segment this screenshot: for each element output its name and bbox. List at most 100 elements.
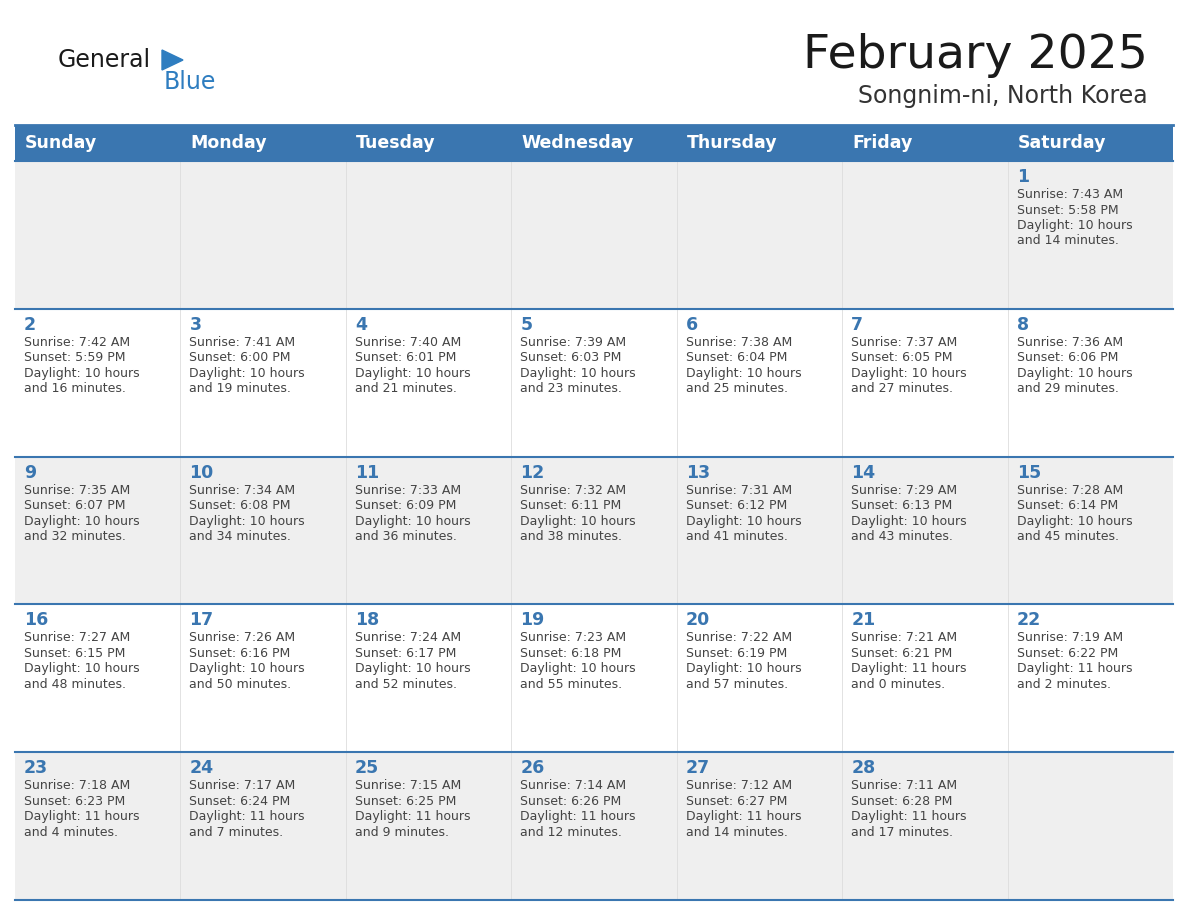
Text: Sunrise: 7:28 AM: Sunrise: 7:28 AM bbox=[1017, 484, 1123, 497]
Text: Sunrise: 7:22 AM: Sunrise: 7:22 AM bbox=[685, 632, 792, 644]
Text: Daylight: 11 hours: Daylight: 11 hours bbox=[1017, 663, 1132, 676]
Text: 8: 8 bbox=[1017, 316, 1029, 334]
Text: Sunset: 6:26 PM: Sunset: 6:26 PM bbox=[520, 795, 621, 808]
Text: Sunset: 6:22 PM: Sunset: 6:22 PM bbox=[1017, 647, 1118, 660]
Text: 20: 20 bbox=[685, 611, 710, 630]
Text: Sunset: 6:03 PM: Sunset: 6:03 PM bbox=[520, 352, 621, 364]
Text: Saturday: Saturday bbox=[1018, 134, 1106, 152]
Text: 13: 13 bbox=[685, 464, 710, 482]
Text: 18: 18 bbox=[355, 611, 379, 630]
Text: Sunrise: 7:24 AM: Sunrise: 7:24 AM bbox=[355, 632, 461, 644]
Text: 17: 17 bbox=[189, 611, 214, 630]
Text: Daylight: 11 hours: Daylight: 11 hours bbox=[189, 811, 305, 823]
Text: and 48 minutes.: and 48 minutes. bbox=[24, 677, 126, 691]
Text: Daylight: 10 hours: Daylight: 10 hours bbox=[1017, 219, 1132, 232]
Text: and 50 minutes.: and 50 minutes. bbox=[189, 677, 291, 691]
Text: Daylight: 10 hours: Daylight: 10 hours bbox=[189, 515, 305, 528]
Text: 5: 5 bbox=[520, 316, 532, 334]
Text: Daylight: 10 hours: Daylight: 10 hours bbox=[1017, 367, 1132, 380]
Text: 24: 24 bbox=[189, 759, 214, 778]
Text: Sunrise: 7:17 AM: Sunrise: 7:17 AM bbox=[189, 779, 296, 792]
Text: Sunrise: 7:38 AM: Sunrise: 7:38 AM bbox=[685, 336, 792, 349]
Text: Daylight: 10 hours: Daylight: 10 hours bbox=[851, 367, 967, 380]
Text: Daylight: 10 hours: Daylight: 10 hours bbox=[355, 515, 470, 528]
Text: 2: 2 bbox=[24, 316, 36, 334]
Text: Sunrise: 7:19 AM: Sunrise: 7:19 AM bbox=[1017, 632, 1123, 644]
Text: Sunrise: 7:42 AM: Sunrise: 7:42 AM bbox=[24, 336, 131, 349]
Bar bbox=[15, 604, 1173, 752]
Text: 7: 7 bbox=[851, 316, 864, 334]
Text: Monday: Monday bbox=[190, 134, 267, 152]
Text: Sunrise: 7:41 AM: Sunrise: 7:41 AM bbox=[189, 336, 296, 349]
Text: Sunrise: 7:36 AM: Sunrise: 7:36 AM bbox=[1017, 336, 1123, 349]
Text: Sunrise: 7:37 AM: Sunrise: 7:37 AM bbox=[851, 336, 958, 349]
Text: and 34 minutes.: and 34 minutes. bbox=[189, 530, 291, 543]
Text: and 27 minutes.: and 27 minutes. bbox=[851, 382, 953, 396]
Text: Daylight: 10 hours: Daylight: 10 hours bbox=[24, 367, 140, 380]
Text: Sunset: 6:15 PM: Sunset: 6:15 PM bbox=[24, 647, 126, 660]
Text: Friday: Friday bbox=[852, 134, 912, 152]
Text: and 36 minutes.: and 36 minutes. bbox=[355, 530, 456, 543]
Text: 28: 28 bbox=[851, 759, 876, 778]
Text: Sunrise: 7:34 AM: Sunrise: 7:34 AM bbox=[189, 484, 296, 497]
Text: General: General bbox=[58, 48, 151, 72]
Text: Sunrise: 7:29 AM: Sunrise: 7:29 AM bbox=[851, 484, 958, 497]
Text: Sunday: Sunday bbox=[25, 134, 97, 152]
Text: and 19 minutes.: and 19 minutes. bbox=[189, 382, 291, 396]
Text: Sunrise: 7:35 AM: Sunrise: 7:35 AM bbox=[24, 484, 131, 497]
Text: Daylight: 11 hours: Daylight: 11 hours bbox=[520, 811, 636, 823]
Text: Sunset: 6:05 PM: Sunset: 6:05 PM bbox=[851, 352, 953, 364]
Text: and 45 minutes.: and 45 minutes. bbox=[1017, 530, 1119, 543]
Text: and 12 minutes.: and 12 minutes. bbox=[520, 825, 623, 839]
Text: Songnim-ni, North Korea: Songnim-ni, North Korea bbox=[859, 84, 1148, 108]
Text: Sunrise: 7:26 AM: Sunrise: 7:26 AM bbox=[189, 632, 296, 644]
Text: Daylight: 10 hours: Daylight: 10 hours bbox=[685, 367, 802, 380]
Bar bbox=[15, 161, 1173, 308]
Text: Sunset: 6:06 PM: Sunset: 6:06 PM bbox=[1017, 352, 1118, 364]
Text: Daylight: 10 hours: Daylight: 10 hours bbox=[355, 367, 470, 380]
Text: 1: 1 bbox=[1017, 168, 1029, 186]
Text: Sunrise: 7:11 AM: Sunrise: 7:11 AM bbox=[851, 779, 958, 792]
Text: Sunset: 5:58 PM: Sunset: 5:58 PM bbox=[1017, 204, 1118, 217]
Text: Sunset: 6:27 PM: Sunset: 6:27 PM bbox=[685, 795, 788, 808]
Text: Sunset: 6:25 PM: Sunset: 6:25 PM bbox=[355, 795, 456, 808]
Text: Daylight: 11 hours: Daylight: 11 hours bbox=[24, 811, 139, 823]
Text: Sunset: 6:16 PM: Sunset: 6:16 PM bbox=[189, 647, 291, 660]
Text: Tuesday: Tuesday bbox=[356, 134, 436, 152]
Text: Daylight: 10 hours: Daylight: 10 hours bbox=[520, 663, 636, 676]
Text: Daylight: 10 hours: Daylight: 10 hours bbox=[520, 515, 636, 528]
Text: 9: 9 bbox=[24, 464, 36, 482]
Text: Sunrise: 7:40 AM: Sunrise: 7:40 AM bbox=[355, 336, 461, 349]
Text: Sunrise: 7:43 AM: Sunrise: 7:43 AM bbox=[1017, 188, 1123, 201]
Text: Sunset: 6:13 PM: Sunset: 6:13 PM bbox=[851, 499, 953, 512]
Text: Sunrise: 7:14 AM: Sunrise: 7:14 AM bbox=[520, 779, 626, 792]
Text: and 57 minutes.: and 57 minutes. bbox=[685, 677, 788, 691]
Text: 25: 25 bbox=[355, 759, 379, 778]
Text: Daylight: 10 hours: Daylight: 10 hours bbox=[189, 367, 305, 380]
Text: Daylight: 10 hours: Daylight: 10 hours bbox=[189, 663, 305, 676]
Text: Sunset: 6:00 PM: Sunset: 6:00 PM bbox=[189, 352, 291, 364]
Text: and 2 minutes.: and 2 minutes. bbox=[1017, 677, 1111, 691]
Text: Sunset: 6:09 PM: Sunset: 6:09 PM bbox=[355, 499, 456, 512]
Text: 6: 6 bbox=[685, 316, 697, 334]
Text: Sunset: 6:21 PM: Sunset: 6:21 PM bbox=[851, 647, 953, 660]
Text: Daylight: 10 hours: Daylight: 10 hours bbox=[24, 515, 140, 528]
Text: Sunset: 5:59 PM: Sunset: 5:59 PM bbox=[24, 352, 126, 364]
Text: 21: 21 bbox=[851, 611, 876, 630]
Text: 27: 27 bbox=[685, 759, 710, 778]
Text: 23: 23 bbox=[24, 759, 49, 778]
Bar bbox=[15, 752, 1173, 900]
Text: Sunset: 6:24 PM: Sunset: 6:24 PM bbox=[189, 795, 291, 808]
Text: and 0 minutes.: and 0 minutes. bbox=[851, 677, 946, 691]
Text: Sunset: 6:07 PM: Sunset: 6:07 PM bbox=[24, 499, 126, 512]
Text: and 7 minutes.: and 7 minutes. bbox=[189, 825, 284, 839]
Text: Daylight: 10 hours: Daylight: 10 hours bbox=[851, 515, 967, 528]
Text: February 2025: February 2025 bbox=[803, 33, 1148, 79]
Text: Daylight: 11 hours: Daylight: 11 hours bbox=[685, 811, 801, 823]
Text: and 38 minutes.: and 38 minutes. bbox=[520, 530, 623, 543]
Text: Sunrise: 7:12 AM: Sunrise: 7:12 AM bbox=[685, 779, 792, 792]
Text: 22: 22 bbox=[1017, 611, 1041, 630]
Text: Daylight: 11 hours: Daylight: 11 hours bbox=[851, 811, 967, 823]
Text: Sunrise: 7:18 AM: Sunrise: 7:18 AM bbox=[24, 779, 131, 792]
Text: Sunrise: 7:27 AM: Sunrise: 7:27 AM bbox=[24, 632, 131, 644]
